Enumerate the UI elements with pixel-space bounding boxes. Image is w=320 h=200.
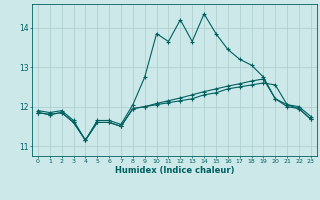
X-axis label: Humidex (Indice chaleur): Humidex (Indice chaleur) [115, 166, 234, 175]
